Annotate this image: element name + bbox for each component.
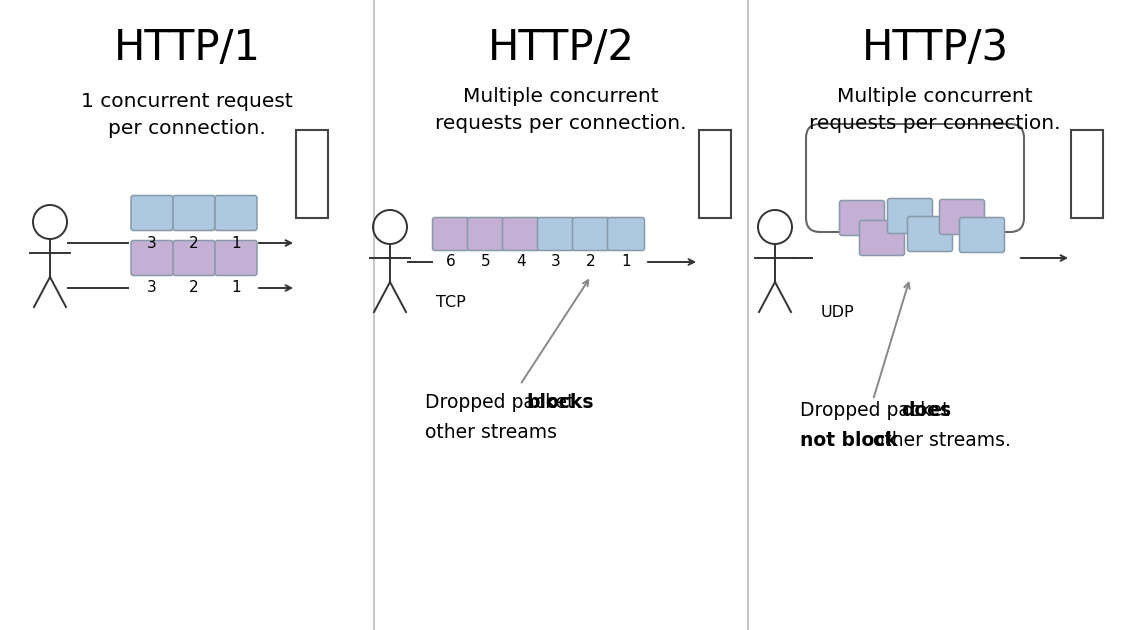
Text: 1 concurrent request
per connection.: 1 concurrent request per connection. <box>81 92 293 138</box>
Text: Multiple concurrent
requests per connection.: Multiple concurrent requests per connect… <box>435 87 687 133</box>
Text: not block: not block <box>800 430 898 449</box>
Text: other streams.: other streams. <box>867 430 1011 449</box>
Text: HTTP/1: HTTP/1 <box>113 27 260 69</box>
Text: HTTP/3: HTTP/3 <box>862 27 1009 69</box>
FancyBboxPatch shape <box>537 217 574 251</box>
FancyBboxPatch shape <box>215 241 257 275</box>
Text: 2: 2 <box>190 236 199 251</box>
Text: TCP: TCP <box>436 295 466 310</box>
FancyBboxPatch shape <box>432 217 469 251</box>
Text: 5: 5 <box>481 255 490 270</box>
Text: 1: 1 <box>231 236 241 251</box>
FancyBboxPatch shape <box>959 217 1004 253</box>
FancyBboxPatch shape <box>908 217 953 251</box>
FancyBboxPatch shape <box>607 217 644 251</box>
Text: 6: 6 <box>447 255 456 270</box>
Text: does: does <box>901 401 951 420</box>
FancyBboxPatch shape <box>468 217 505 251</box>
FancyBboxPatch shape <box>173 241 215 275</box>
Text: 3: 3 <box>147 280 157 295</box>
Text: Multiple concurrent
requests per connection.: Multiple concurrent requests per connect… <box>809 87 1060 133</box>
FancyBboxPatch shape <box>939 200 984 234</box>
Text: 1: 1 <box>622 255 631 270</box>
FancyBboxPatch shape <box>572 217 609 251</box>
Text: HTTP/2: HTTP/2 <box>488 27 634 69</box>
FancyBboxPatch shape <box>173 195 215 231</box>
Text: Dropped packet: Dropped packet <box>425 394 580 413</box>
FancyBboxPatch shape <box>888 198 932 234</box>
FancyBboxPatch shape <box>215 195 257 231</box>
FancyBboxPatch shape <box>503 217 540 251</box>
Text: 4: 4 <box>516 255 526 270</box>
Text: other streams: other streams <box>425 423 557 442</box>
Text: 3: 3 <box>551 255 561 270</box>
Text: blocks: blocks <box>526 394 594 413</box>
Text: 2: 2 <box>190 280 199 295</box>
FancyBboxPatch shape <box>859 220 904 256</box>
Text: 3: 3 <box>147 236 157 251</box>
Text: 2: 2 <box>586 255 596 270</box>
FancyBboxPatch shape <box>699 130 732 218</box>
FancyBboxPatch shape <box>1072 130 1103 218</box>
FancyBboxPatch shape <box>839 200 884 236</box>
Text: UDP: UDP <box>820 305 854 320</box>
FancyBboxPatch shape <box>806 124 1024 232</box>
Text: 1: 1 <box>231 280 241 295</box>
Text: Dropped packet: Dropped packet <box>800 401 955 420</box>
FancyBboxPatch shape <box>296 130 328 218</box>
FancyBboxPatch shape <box>131 195 173 231</box>
FancyBboxPatch shape <box>131 241 173 275</box>
